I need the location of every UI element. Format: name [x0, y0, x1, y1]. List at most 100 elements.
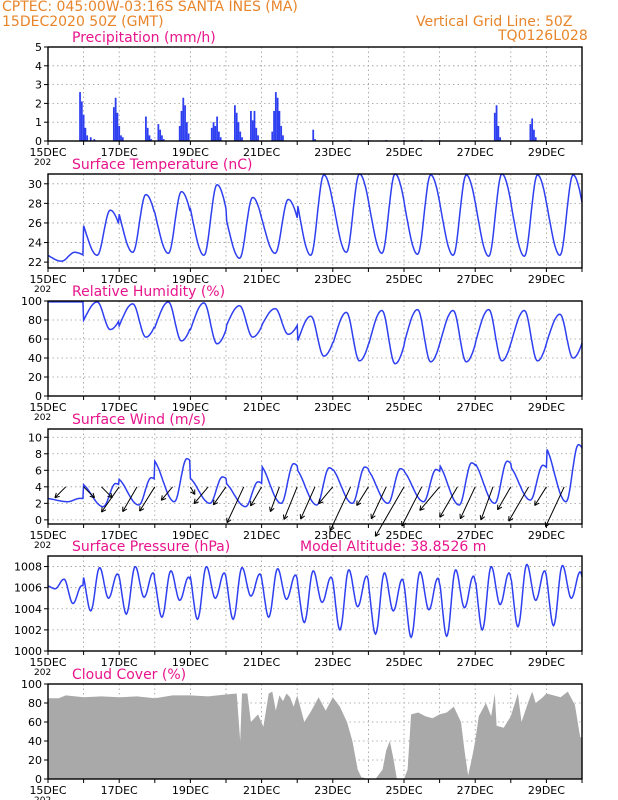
precip-bar — [80, 101, 83, 141]
wind-arrow — [374, 486, 405, 537]
precip-bar — [241, 137, 243, 141]
precip-bar — [497, 125, 500, 141]
precip-bar — [257, 135, 259, 141]
cloud-xtick-label: 15DEC — [29, 784, 66, 797]
precip-bar — [210, 127, 213, 141]
rh-year-stub: 202 — [34, 413, 51, 423]
temp-xtick-label: 17DEC — [101, 273, 138, 286]
wind-arrow — [160, 486, 173, 501]
temp-xtick-label: 25DEC — [385, 273, 422, 286]
wind-xtick-label: 27DEC — [457, 529, 494, 542]
press-xtick-label: 23DEC — [314, 656, 351, 669]
wind-arrow — [54, 486, 67, 499]
wind-arrow — [544, 486, 565, 528]
precip-frame — [47, 46, 583, 142]
cloud-ytick-label: 80 — [28, 697, 42, 710]
rh-ytick-label: 80 — [28, 314, 42, 327]
cloud-xtick-label: 21DEC — [243, 784, 280, 797]
precip-bar — [239, 131, 242, 141]
temp-frame — [47, 173, 583, 269]
rh-ytick-label: 20 — [28, 371, 42, 384]
press-xtick-label: 21DEC — [243, 656, 280, 669]
rh-frame — [47, 300, 583, 397]
temp-xtick-label: 27DEC — [457, 273, 494, 286]
precip-xtick-label: 15DEC — [29, 146, 66, 159]
precip-bar — [185, 122, 188, 141]
cloud-frame — [47, 683, 583, 780]
press-frame — [47, 555, 583, 652]
wind-arrow — [269, 486, 280, 513]
precip-bar — [255, 127, 258, 141]
rh-xtick-label: 25DEC — [385, 401, 422, 414]
wind-ytick-label: 10 — [28, 431, 42, 444]
cloud-ytick-label: 60 — [28, 716, 42, 729]
press-series-line — [47, 563, 583, 639]
header-run-code: TQ0126L028 — [498, 28, 588, 44]
precip-bar — [237, 122, 240, 141]
precip-bar — [89, 137, 92, 141]
wind-frame — [47, 428, 583, 525]
wind-arrow — [193, 486, 209, 505]
precip-bar — [216, 116, 218, 141]
rh-xtick-label: 29DEC — [528, 401, 565, 414]
cloud-xtick-label: 25DEC — [385, 784, 422, 797]
rh-xtick-label: 21DEC — [243, 401, 280, 414]
wind-arrow — [83, 486, 95, 499]
precip-bar — [234, 105, 236, 141]
precip-bar — [182, 97, 185, 141]
precip-xtick-label: 19DEC — [172, 146, 209, 159]
wind-arrow — [101, 486, 120, 513]
temp-series-line — [47, 173, 583, 262]
wind-arrow — [439, 486, 458, 518]
precip-bar — [282, 135, 284, 141]
header-station: CPTEC: 045:00W-03:16S SANTA INES (MA) — [2, 0, 298, 15]
precip-bar — [161, 135, 163, 141]
precip-title: Precipitation (mm/h) — [72, 30, 216, 46]
wind-arrow — [212, 486, 227, 506]
wind-arrow — [370, 486, 387, 520]
wind-arrow — [497, 486, 512, 511]
wind-arrow — [479, 486, 494, 521]
wind-arrow — [189, 486, 196, 495]
press-xtick-label: 27DEC — [457, 656, 494, 669]
wind-arrow — [534, 486, 547, 506]
wind-ytick-label: 0 — [35, 514, 42, 527]
rh-title: Relative Humidity (%) — [72, 284, 225, 300]
precip-bar — [278, 110, 281, 141]
wind-ytick-label: 4 — [35, 481, 42, 494]
precip-xtick-label: 17DEC — [101, 146, 138, 159]
wind-ytick-label: 6 — [35, 464, 42, 477]
temp-xtick-label: 23DEC — [314, 273, 351, 286]
cloud-xtick-label: 19DEC — [172, 784, 209, 797]
wind-year-stub: 202 — [34, 541, 51, 551]
wind-xtick-label: 21DEC — [243, 529, 280, 542]
cloud-ytick-label: 100 — [21, 678, 42, 691]
temp-xtick-label: 15DEC — [29, 273, 66, 286]
precip-bar — [184, 105, 186, 141]
cloud-xtick-label: 23DEC — [314, 784, 351, 797]
press-ytick-label: 1004 — [14, 603, 42, 616]
press-xtick-label: 29DEC — [528, 656, 565, 669]
temp-year-stub: 202 — [34, 285, 51, 295]
temp-xtick-label: 29DEC — [528, 273, 565, 286]
precip-bar — [118, 125, 121, 141]
precip-xtick-label: 29DEC — [528, 146, 565, 159]
precip-bar — [146, 127, 149, 141]
cloud-title: Cloud Cover (%) — [72, 667, 186, 683]
wind-arrow — [459, 486, 476, 520]
temp-ytick-label: 26 — [28, 217, 42, 230]
press-xtick-label: 19DEC — [172, 656, 209, 669]
wind-ytick-label: 2 — [35, 497, 42, 510]
temp-xtick-label: 19DEC — [172, 273, 209, 286]
precip-bar — [121, 137, 124, 141]
precip-xtick-label: 23DEC — [314, 146, 351, 159]
precip-bar — [312, 129, 315, 141]
wind-arrow — [250, 486, 263, 507]
temp-ytick-label: 30 — [28, 178, 42, 191]
precip-bar — [219, 137, 222, 141]
precip-ytick-label: 5 — [35, 41, 42, 54]
precip-ytick-label: 1 — [35, 116, 42, 129]
precip-bar — [214, 125, 217, 141]
cloud-ytick-label: 20 — [28, 754, 42, 767]
precip-bar — [120, 135, 122, 141]
